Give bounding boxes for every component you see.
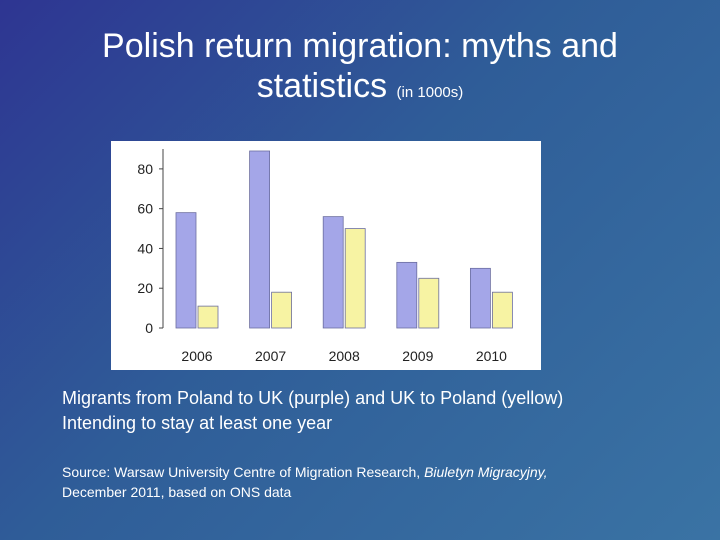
x-tick-label: 2006 [181,348,212,364]
x-tick-label: 2010 [476,348,507,364]
y-tick-label: 0 [145,320,153,336]
bar [491,291,513,329]
slide-title: Polish return migration: myths and stati… [40,26,680,113]
bar [469,267,491,329]
y-tick-label: 20 [137,280,153,296]
caption-line-1: Migrants from Poland to UK (purple) and … [62,388,564,408]
x-tick-label: 2008 [329,348,360,364]
title-main: Polish return migration: myths and stati… [102,27,618,105]
bar [418,277,440,329]
source-journal: Biuletyn Migracyjny, [424,464,548,480]
y-tick-label: 60 [137,201,153,217]
bar [271,291,293,329]
source-note: Source: Warsaw University Centre of Migr… [62,462,702,502]
bar [175,212,197,329]
bar [322,216,344,329]
title-unit: (in 1000s) [396,84,464,101]
bar-chart: 0 20 40 60 80 2006 2007 2008 2009 2010 [111,141,541,370]
bar [197,305,219,329]
caption-line-2: Intending to stay at least one year [62,413,333,433]
x-tick-label: 2007 [255,348,286,364]
y-tick-label: 80 [137,161,153,177]
x-tick-label: 2009 [402,348,433,364]
bar [344,228,366,329]
chart-caption: Migrants from Poland to UK (purple) and … [62,386,702,436]
chart-svg: 0 20 40 60 80 2006 2007 2008 2009 2010 [137,149,513,364]
source-prefix: Source: Warsaw University Centre of Migr… [62,464,421,480]
bar [249,150,271,329]
y-tick-label: 40 [137,240,153,256]
source-suffix: December 2011, based on ONS data [62,484,292,500]
bar [396,261,418,329]
